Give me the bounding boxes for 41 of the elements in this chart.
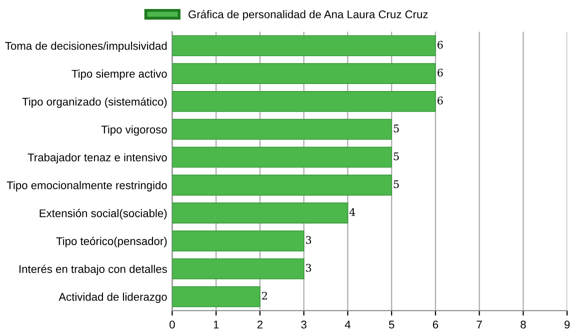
data-label: 6 xyxy=(438,40,443,49)
bar xyxy=(172,63,436,84)
data-label: 5 xyxy=(394,180,399,188)
data-label: 6 xyxy=(438,96,443,104)
x-tick-label: 6 xyxy=(432,320,438,329)
bar xyxy=(172,202,348,224)
bar xyxy=(172,118,392,140)
x-tick-label: 5 xyxy=(388,320,394,329)
x-tick-label: 9 xyxy=(564,320,570,329)
x-tick-label: 7 xyxy=(476,320,482,328)
x-tick-label: 3 xyxy=(301,320,306,329)
legend-label: Gráfica de personalidad de Ana Laura Cruz Cruz xyxy=(188,10,428,20)
x-tick-label: 8 xyxy=(520,320,526,329)
bar xyxy=(172,146,392,168)
data-label: 6 xyxy=(438,68,443,77)
y-tick-label: Tipo teórico(pensador) xyxy=(56,236,167,248)
bar xyxy=(172,174,392,196)
x-tick-label: 1 xyxy=(214,320,219,328)
bar xyxy=(172,230,304,252)
data-label: 5 xyxy=(394,124,399,132)
y-tick-label: Toma de decisiones/impulsividad xyxy=(5,42,167,52)
bar xyxy=(172,258,304,280)
x-tick-label: 4 xyxy=(344,320,350,328)
y-tick-label: Trabajador tenaz e intensivo xyxy=(28,153,167,164)
y-tick-label: Tipo organizado (sistemático) xyxy=(22,97,167,108)
data-label: 5 xyxy=(394,152,399,160)
y-tick-label: Tipo emocionalmente restringido xyxy=(6,181,167,192)
y-tick-label: Interés en trabajo con detalles xyxy=(20,264,167,276)
x-tick-label: 0 xyxy=(170,320,175,329)
y-tick-label: Actividad de liderazgo xyxy=(58,292,167,304)
x-tick-label: 2 xyxy=(257,320,262,328)
y-tick-label: Tipo siempre activo xyxy=(72,70,167,80)
data-label: 2 xyxy=(262,292,267,300)
bar xyxy=(172,35,436,56)
data-label: 3 xyxy=(306,236,312,244)
bar xyxy=(172,90,436,112)
y-tick-label: Tipo vigoroso xyxy=(101,125,167,136)
y-tick-label: Extensión social(sociable) xyxy=(40,208,167,220)
data-label: 4 xyxy=(349,208,356,216)
data-label: 3 xyxy=(306,264,312,272)
bar xyxy=(172,286,260,308)
